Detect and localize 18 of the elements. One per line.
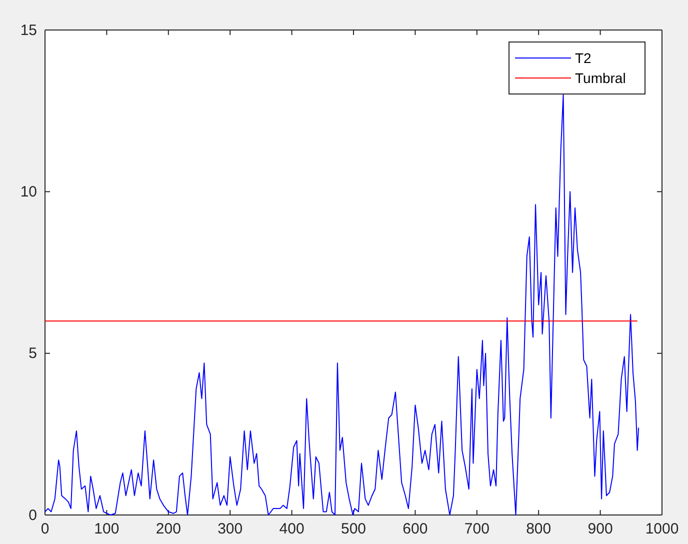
legend-label: Tumbral [575, 70, 626, 86]
x-tick-label: 800 [526, 520, 552, 538]
x-tick-label: 200 [156, 520, 181, 538]
x-tick-label: 0 [40, 520, 50, 538]
y-tick-label: 10 [20, 183, 37, 200]
line-series [44, 94, 640, 516]
x-tick-label: 600 [402, 520, 428, 538]
x-tick-label: 1000 [645, 520, 679, 538]
x-tick-label: 900 [588, 520, 613, 538]
y-tick-label: 0 [28, 506, 37, 524]
x-tick-label: 500 [340, 520, 366, 538]
x-tick-label: 300 [218, 520, 243, 538]
y-tick-label: 5 [28, 345, 37, 362]
x-tick-label: 700 [464, 520, 490, 538]
x-tick-label: 100 [94, 520, 120, 538]
legend-label: T2 [575, 50, 592, 66]
y-tick-label: 15 [20, 22, 37, 39]
x-tick-label: 400 [279, 520, 304, 538]
